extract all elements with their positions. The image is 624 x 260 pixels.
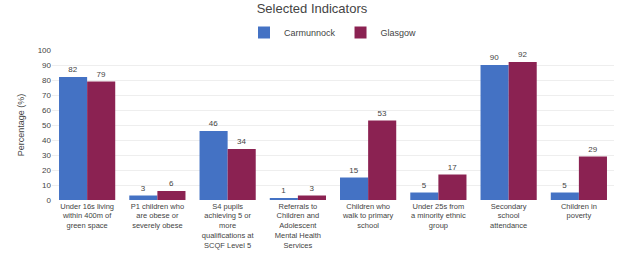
svg-text:Secondaryschoolattendance: Secondaryschoolattendance <box>490 202 527 231</box>
svg-text:100: 100 <box>38 46 52 55</box>
svg-text:Percentage (%): Percentage (%) <box>16 94 26 157</box>
svg-text:80: 80 <box>42 76 51 85</box>
svg-text:0: 0 <box>47 196 52 205</box>
svg-text:Children inpoverty: Children inpoverty <box>561 202 597 221</box>
svg-text:60: 60 <box>42 106 51 115</box>
svg-text:46: 46 <box>209 119 218 128</box>
svg-text:Glasgow: Glasgow <box>381 28 417 38</box>
svg-text:3: 3 <box>309 184 314 193</box>
svg-text:Carmunnock: Carmunnock <box>284 28 336 38</box>
svg-text:50: 50 <box>42 121 51 130</box>
svg-text:90: 90 <box>42 61 51 70</box>
svg-text:53: 53 <box>377 109 386 118</box>
svg-text:Children whowalk to primarysch: Children whowalk to primaryschool <box>342 202 394 231</box>
svg-text:1: 1 <box>281 186 286 195</box>
svg-text:P1 children whoare obese orsev: P1 children whoare obese orseverely obes… <box>131 202 184 231</box>
svg-text:92: 92 <box>518 50 527 59</box>
svg-text:5: 5 <box>422 181 427 190</box>
svg-text:79: 79 <box>96 70 105 79</box>
svg-text:5: 5 <box>562 181 567 190</box>
svg-text:40: 40 <box>42 136 51 145</box>
svg-text:20: 20 <box>42 166 51 175</box>
svg-text:S4 pupilsachieving 5 ormorequa: S4 pupilsachieving 5 ormorequalification… <box>202 202 255 250</box>
svg-text:17: 17 <box>448 163 457 172</box>
svg-text:34: 34 <box>237 137 246 146</box>
svg-text:90: 90 <box>490 53 499 62</box>
svg-text:82: 82 <box>68 65 77 74</box>
svg-text:Under 25s froma minority ethni: Under 25s froma minority ethnicgroup <box>411 202 466 231</box>
svg-text:3: 3 <box>141 184 146 193</box>
svg-text:15: 15 <box>349 166 358 175</box>
svg-text:10: 10 <box>42 181 51 190</box>
svg-text:6: 6 <box>169 179 174 188</box>
svg-text:30: 30 <box>42 151 51 160</box>
svg-text:Referrals toChildren andAdoles: Referrals toChildren andAdolescentMental… <box>275 202 321 250</box>
svg-text:70: 70 <box>42 91 51 100</box>
svg-text:29: 29 <box>588 145 597 154</box>
svg-text:Under 16s livingwithin 400m of: Under 16s livingwithin 400m ofgreen spac… <box>60 202 114 231</box>
svg-text:Selected Indicators: Selected Indicators <box>257 1 368 16</box>
